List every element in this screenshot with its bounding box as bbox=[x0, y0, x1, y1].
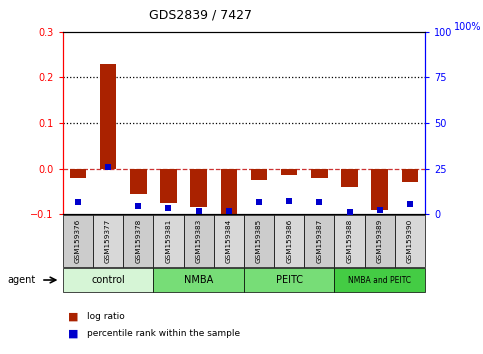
Bar bbox=[221, 169, 237, 218]
Point bbox=[104, 164, 112, 170]
Bar bbox=[281, 169, 298, 176]
Bar bbox=[311, 169, 327, 178]
Text: percentile rank within the sample: percentile rank within the sample bbox=[87, 329, 240, 338]
Text: GSM159377: GSM159377 bbox=[105, 219, 111, 263]
Text: GSM159390: GSM159390 bbox=[407, 219, 413, 263]
Bar bbox=[190, 169, 207, 207]
Text: GSM159384: GSM159384 bbox=[226, 219, 232, 263]
Text: GSM159378: GSM159378 bbox=[135, 219, 141, 263]
Text: GSM159376: GSM159376 bbox=[75, 219, 81, 263]
Point bbox=[134, 203, 142, 209]
Text: control: control bbox=[91, 275, 125, 285]
Point bbox=[285, 199, 293, 204]
Point bbox=[255, 200, 263, 205]
Bar bbox=[130, 169, 146, 194]
Bar bbox=[100, 64, 116, 169]
Bar bbox=[251, 169, 267, 180]
Text: GSM159387: GSM159387 bbox=[316, 219, 322, 263]
Point bbox=[346, 209, 354, 215]
Text: GSM159389: GSM159389 bbox=[377, 219, 383, 263]
Text: 100%: 100% bbox=[454, 22, 482, 32]
Text: GSM159381: GSM159381 bbox=[166, 219, 171, 263]
Text: agent: agent bbox=[7, 275, 35, 285]
Text: GSM159385: GSM159385 bbox=[256, 219, 262, 263]
Point bbox=[406, 201, 414, 207]
Text: NMBA and PEITC: NMBA and PEITC bbox=[348, 275, 411, 285]
Point bbox=[195, 209, 202, 214]
Point bbox=[165, 205, 172, 211]
Bar bbox=[70, 169, 86, 178]
Text: PEITC: PEITC bbox=[276, 275, 303, 285]
Text: GSM159386: GSM159386 bbox=[286, 219, 292, 263]
Bar bbox=[402, 169, 418, 182]
Text: GSM159388: GSM159388 bbox=[347, 219, 353, 263]
Point bbox=[315, 200, 323, 205]
Point bbox=[225, 208, 233, 214]
Text: ■: ■ bbox=[68, 329, 78, 338]
Text: ■: ■ bbox=[68, 312, 78, 322]
Text: log ratio: log ratio bbox=[87, 312, 125, 321]
Text: GDS2839 / 7427: GDS2839 / 7427 bbox=[149, 9, 252, 22]
Bar bbox=[371, 169, 388, 210]
Point bbox=[376, 207, 384, 212]
Text: NMBA: NMBA bbox=[184, 275, 213, 285]
Bar bbox=[160, 169, 177, 203]
Text: GSM159383: GSM159383 bbox=[196, 219, 201, 263]
Point bbox=[74, 200, 82, 205]
Bar bbox=[341, 169, 358, 187]
